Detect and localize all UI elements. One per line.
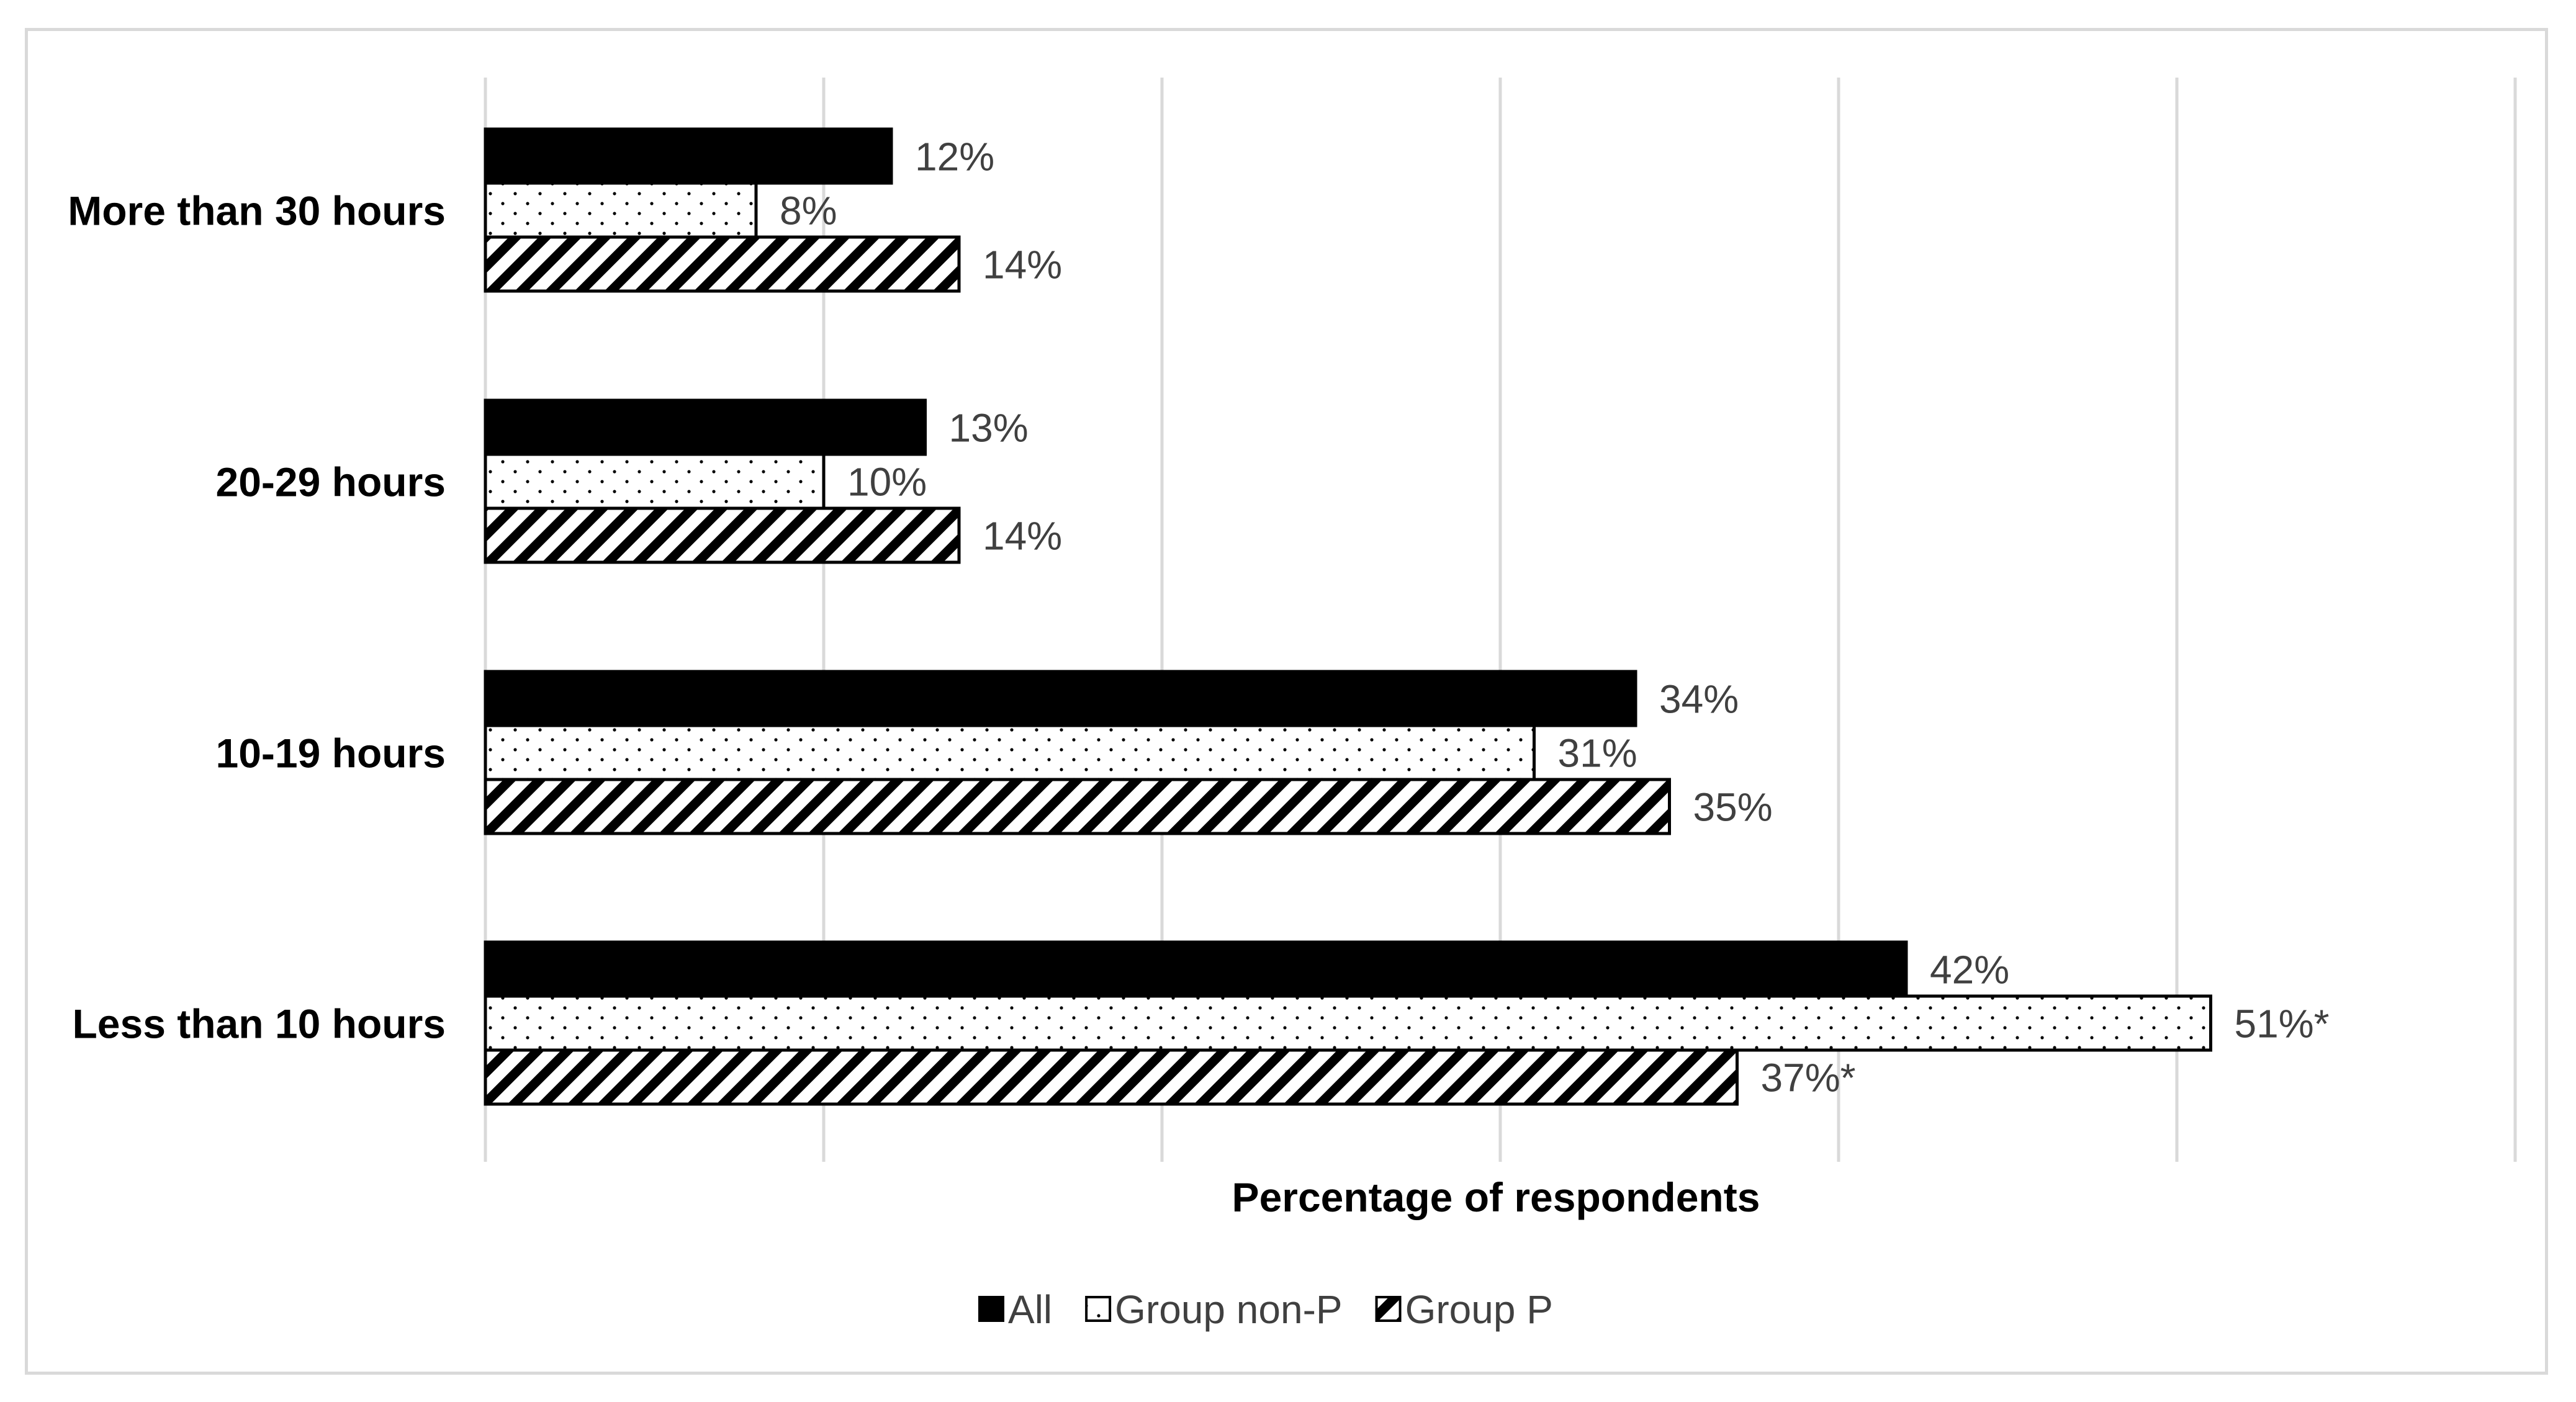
legend-label-group-non-p: Group non-P [1115,1287,1342,1332]
data-label-all-20-29-hours: 13% [949,406,1029,451]
bar-all-less-than-10-hours [484,940,1908,998]
legend: All Group non-P Group P [978,1287,1553,1332]
bar-group-non-p-more-than-30-hours [484,181,758,239]
data-label-group-non-p-10-19-hours: 31% [1558,731,1637,776]
data-label-group-p-10-19-hours: 35% [1693,785,1773,830]
category-label-10-19-hours: 10-19 hours [216,730,446,776]
category-label-20-29-hours: 20-29 hours [216,459,446,505]
legend-swatch-all [978,1296,1004,1322]
bar-all-20-29-hours [484,398,927,456]
data-label-all-10-19-hours: 34% [1659,677,1739,722]
data-label-group-non-p-less-than-10-hours: 51%* [2235,1002,2330,1046]
category-label-less-than-10-hours: Less than 10 hours [72,1001,446,1047]
data-label-group-p-less-than-10-hours: 37%* [1761,1056,1856,1100]
data-label-group-non-p-20-29-hours: 10% [847,460,927,505]
category-label-more-than-30-hours: More than 30 hours [68,188,446,234]
x-axis-title: Percentage of respondents [1232,1174,1760,1220]
data-label-group-non-p-more-than-30-hours: 8% [780,189,837,233]
labels: More than 30 hours 12% 8% 14% 20-29 hours 13%… [68,135,2329,1100]
bar-all-more-than-30-hours [484,127,893,185]
data-label-group-p-more-than-30-hours: 14% [983,243,1062,287]
data-label-group-p-20-29-hours: 14% [983,514,1062,559]
bar-group-p-less-than-10-hours [484,1048,1739,1106]
bar-group-non-p-less-than-10-hours [484,994,2212,1052]
bar-all-10-19-hours [484,670,1637,727]
bars [484,127,2212,1106]
bar-group-p-20-29-hours [484,506,961,564]
data-label-all-less-than-10-hours: 42% [1930,948,2009,992]
data-label-all-more-than-30-hours: 12% [915,135,994,179]
legend-label-group-p: Group P [1405,1287,1553,1332]
legend-swatch-group-non-p [1085,1296,1112,1322]
bar-group-p-more-than-30-hours [484,235,961,293]
bar-group-p-10-19-hours [484,778,1671,835]
bar-group-non-p-20-29-hours [484,452,826,510]
legend-swatch-group-p [1375,1296,1402,1322]
legend-label-all: All [1008,1287,1052,1332]
bar-group-non-p-10-19-hours [484,724,1536,781]
